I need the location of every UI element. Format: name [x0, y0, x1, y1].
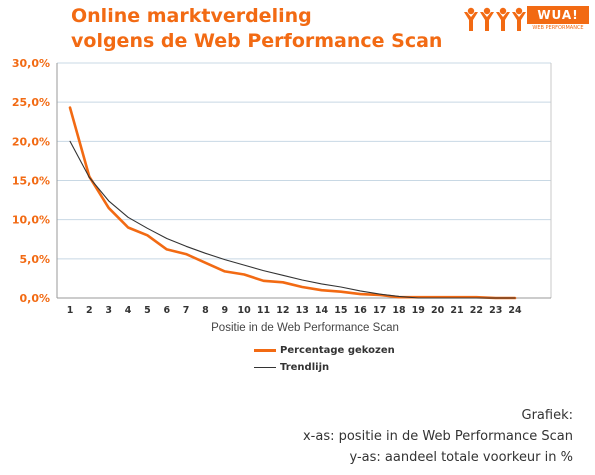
y-tick-label: 20,0% [12, 135, 50, 148]
x-tick-label: 19 [412, 305, 425, 316]
x-tick-label: 2 [86, 305, 93, 316]
people-icon [464, 7, 526, 31]
x-tick-label: 24 [508, 305, 522, 316]
x-tick-labels: 1 2 3 4 5 6 7 8 9 10 11 12 13 14 15 16 17 18 19 20 21 22 23 24 [67, 305, 522, 316]
series-line-percentage [68, 106, 517, 300]
y-tick-label: 5,0% [19, 253, 50, 266]
x-tick-label: 1 [67, 305, 74, 316]
x-tick-label: 14 [315, 305, 329, 316]
y-tick-label: 10,0% [12, 214, 50, 227]
logo-wordmark: WUA! [527, 6, 589, 24]
x-tick-label: 13 [296, 305, 309, 316]
x-tick-label: 18 [392, 305, 406, 316]
x-tick-label: 16 [354, 305, 368, 316]
x-tick-label: 7 [183, 305, 190, 316]
x-tick-label: 11 [257, 305, 270, 316]
x-tick-label: 15 [334, 305, 347, 316]
y-tick-label: 15,0% [12, 175, 50, 188]
chart-title: Online marktverdeling volgens de Web Per… [71, 4, 442, 54]
note-y-axis: y-as: aandeel totale voorkeur in % [349, 450, 574, 465]
legend-swatch-orange [254, 349, 276, 352]
x-axis-label: Positie in de Web Performance Scan [211, 322, 399, 334]
wua-logo: WUA! WEB PERFORMANCE [463, 6, 589, 32]
x-tick-label: 21 [450, 305, 463, 316]
x-tick-label: 22 [470, 305, 483, 316]
x-tick-label: 9 [221, 305, 228, 316]
y-tick-label: 0,0% [19, 292, 50, 305]
legend-label-trend: Trendlijn [280, 362, 330, 373]
x-tick-label: 17 [373, 305, 386, 316]
x-tick-label: 10 [238, 305, 252, 316]
note-x-axis: x-as: positie in de Web Performance Scan [302, 429, 573, 444]
series-line-trend [69, 140, 516, 299]
x-tick-label: 5 [144, 305, 151, 316]
x-tick-label: 12 [276, 305, 289, 316]
chart-notes: Grafiek: x-as: positie in de Web Perform… [303, 405, 573, 468]
y-tick-labels: 0,0% 5,0% 10,0% 15,0% 20,0% 25,0% 30,0% [12, 57, 50, 305]
y-tick-label: 25,0% [12, 96, 50, 109]
y-tick-label: 30,0% [12, 57, 50, 70]
title-line-2: volgens de Web Performance Scan [71, 30, 443, 52]
x-tick-label: 6 [163, 305, 170, 316]
series-lines [68, 106, 517, 300]
x-tick-label: 20 [431, 305, 445, 316]
legend-label-percentage: Percentage gekozen [280, 345, 395, 356]
x-tick-label: 4 [125, 305, 132, 316]
grid-lines [57, 62, 551, 260]
title-line-1: Online marktverdeling [71, 5, 312, 27]
x-tick-label: 23 [489, 305, 502, 316]
note-heading: Grafiek: [521, 408, 573, 423]
x-tick-label: 3 [105, 305, 112, 316]
logo-tagline: WEB PERFORMANCE [532, 25, 584, 31]
x-tick-label: 8 [202, 305, 209, 316]
legend-swatch-dark [254, 367, 276, 368]
